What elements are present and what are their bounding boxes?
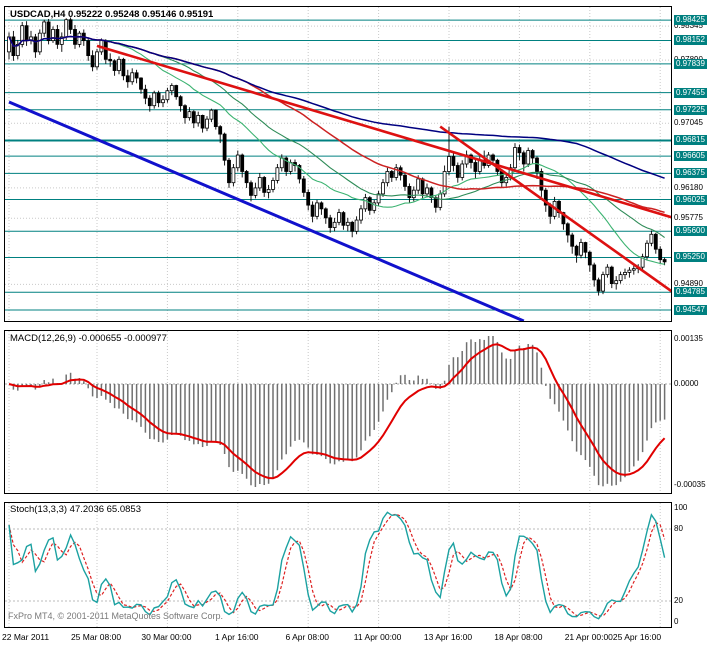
macd-panel[interactable] [4,330,672,494]
time-axis-label: 21 Apr 00:00 [564,632,613,642]
upper-red-trendline [96,44,671,219]
time-axis-label: 25 Apr 16:00 [612,632,662,642]
time-axis-label: 11 Apr 00:00 [353,632,402,642]
price-axis-label: 0.98425 [674,15,707,26]
price-axis-label: 0.96180 [674,182,703,192]
price-axis-label: 0.98345 [674,21,703,31]
time-axis-label: 18 Apr 08:00 [494,632,543,642]
chart-title: USDCAD,H4 0.95222 0.95248 0.95146 0.9519… [10,9,214,20]
stochastic-canvas [5,503,671,627]
time-axis-label: 25 Mar 08:00 [70,632,122,642]
stoch-axis-label: 80 [674,524,683,533]
stoch-axis-label: 0 [674,617,679,626]
price-axis-label: 0.95775 [674,213,703,223]
macd-axis-label: 0.0000 [674,379,699,388]
price-chart-canvas [5,7,671,321]
time-axis-label: 6 Apr 08:00 [285,632,329,642]
price-axis-label: 0.94890 [674,279,703,289]
stoch-axis-label: 100 [674,503,688,512]
macd-axis-label: 0.00135 [674,334,703,343]
macd-canvas [5,331,671,493]
price-axis-label: 0.97839 [674,58,707,69]
price-axis-label: 0.94785 [674,287,707,298]
price-axis-label: 0.96815 [674,135,707,146]
time-axis-label: 13 Apr 16:00 [423,632,473,642]
price-axis-label: 0.96025 [674,194,707,205]
price-axis-label: 0.96375 [674,168,707,179]
macd-title: MACD(12,26,9) -0.000655 -0.000977 [10,333,167,344]
stoch-axis-label: 20 [674,596,683,605]
time-axis-label: 30 Mar 00:00 [141,632,192,642]
price-axis-label: 0.95600 [674,226,707,237]
price-axis-label: 0.98152 [674,35,707,46]
steep-red-trendline [439,125,671,293]
time-axis-label: 1 Apr 16:00 [215,632,259,642]
lower-blue-trendline [8,100,525,321]
macd-axis-label: -0.00035 [674,480,706,489]
price-axis-label: 0.97455 [674,87,707,98]
price-axis-label: 0.97045 [674,118,703,128]
price-chart-panel[interactable] [4,6,672,322]
price-axis-label: 0.94547 [674,305,707,315]
copyright-notice: FxPro MT4, © 2001-2011 MetaQuotes Softwa… [8,611,224,621]
time-axis-label: 22 Mar 2011 [2,632,50,642]
price-axis-label: 0.95250 [674,252,707,263]
price-axis-label: 0.96605 [674,151,707,162]
price-axis-label: 0.97225 [674,104,707,115]
stochastic-panel[interactable] [4,502,672,628]
stochastic-title: Stoch(13,3,3) 47.2036 65.0853 [10,504,141,515]
